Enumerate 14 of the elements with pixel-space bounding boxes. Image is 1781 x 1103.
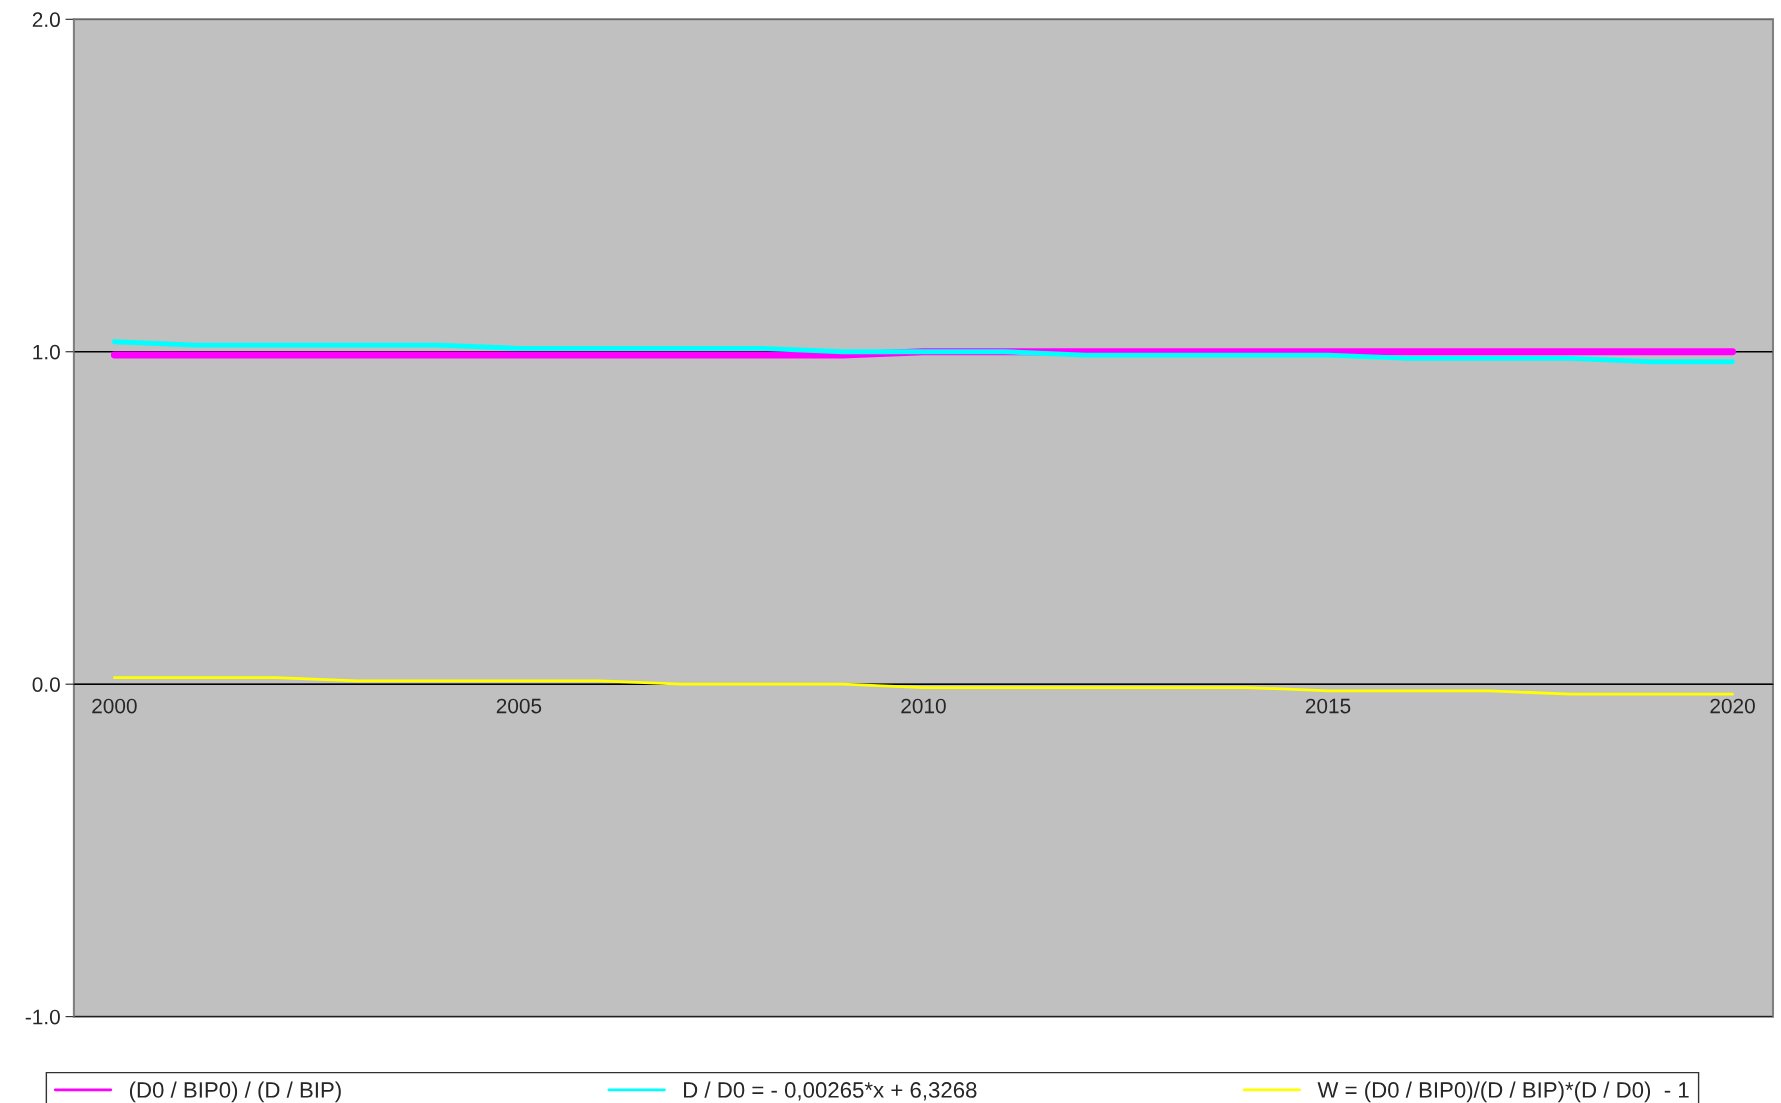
line-series [111,339,1735,365]
x-tick-label: 2005 [496,698,542,714]
legend-label: D / D0 = - 0,00265*x + 6,3268 [684,1081,977,1101]
y-tick-label: 2.0 [32,12,60,28]
x-tick-label: 2020 [1710,698,1755,714]
legend-label: W = (D0 / BIP0)/(D / BIP)*(D / D0) - 1 [1317,1081,1689,1103]
x-tick-label: 2010 [901,698,946,714]
x-tick-label: 2000 [92,698,137,714]
y-tick-label: 0.0 [32,677,60,692]
y-tick-label: -1.0 [25,1009,60,1025]
line-series [112,676,1734,696]
legend-label: (D0 / BIP0) / (D / BIP) [129,1081,341,1103]
y-tick-label: 1.0 [33,344,60,360]
x-tick-label: 2015 [1305,698,1351,714]
